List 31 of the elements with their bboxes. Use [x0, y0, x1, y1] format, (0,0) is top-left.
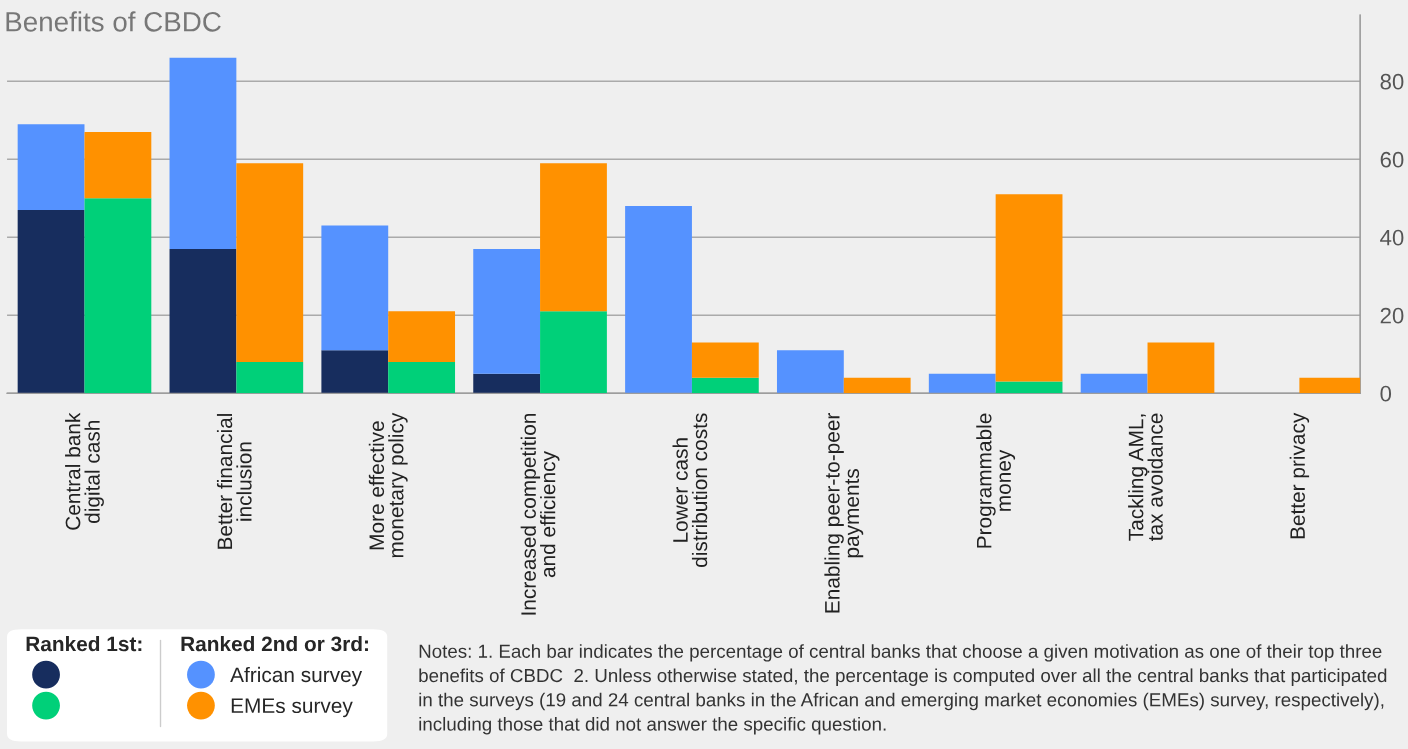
x-tick-label: Programmable money — [976, 413, 1016, 548]
bar — [995, 194, 1063, 382]
bar — [625, 206, 692, 394]
legend-label: African survey — [230, 666, 363, 687]
bar — [540, 163, 607, 312]
bar — [236, 362, 304, 394]
text: Notes: 1. Each bar indicates the percentage of central banks that choose a given motivation as one of their top three benefits of CBDC 2. Unless otherwise stated, the percentage is computed over all the central banks that participated in the surveys (19 and 24 central banks in the African and emerging market economies (EMEs) survey, respectively), including those that did not answer the specific question. — [419, 644, 1387, 735]
text: Ranked 1st: — [26, 636, 142, 652]
y-tick-label: 80 — [1380, 73, 1404, 90]
x-tick-label: More effective monetary policy — [368, 412, 408, 558]
bar — [691, 377, 759, 394]
x-tick-label: Central bank digital cash — [65, 412, 104, 530]
bar — [691, 342, 759, 378]
x-tick-label: Enabling peer-to-peer payments — [824, 413, 864, 613]
x-tick-label: Better privacy — [1289, 412, 1310, 539]
y-tick-label: 0 — [1380, 385, 1392, 402]
y-tick-label: 20 — [1380, 307, 1404, 324]
bar — [473, 373, 541, 394]
x-tick-label: Lower cash distribution costs — [672, 413, 708, 567]
y-tick-label: 60 — [1380, 151, 1404, 168]
legend-label: EMEs survey — [231, 698, 353, 718]
bar — [321, 225, 389, 351]
bar — [1147, 342, 1215, 394]
y-tick-label: 40 — [1380, 229, 1404, 246]
bar — [169, 57, 237, 249]
bar — [776, 350, 844, 394]
x-tick-label: Tackling AML, tax avoidance — [1128, 413, 1163, 541]
chart-title: Benefits of CBDC — [6, 11, 221, 32]
x-tick-label: Better financial inclusion — [216, 414, 252, 549]
text: Ranked 2nd or 3rd: — [181, 636, 368, 652]
x-tick-label: Increased competition and efficiency — [520, 414, 560, 615]
